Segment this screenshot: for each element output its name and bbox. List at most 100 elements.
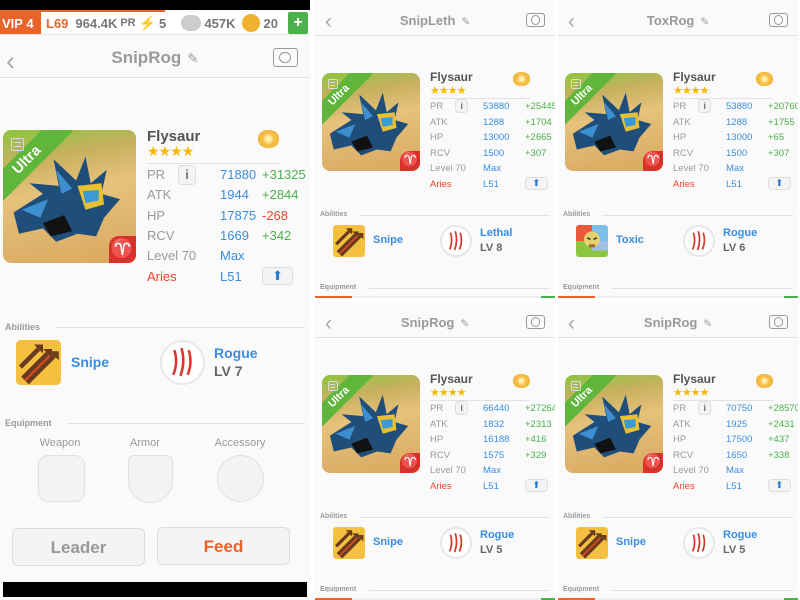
top-black-bar	[0, 0, 310, 10]
claw-marks-icon[interactable]	[160, 340, 205, 385]
ability-name[interactable]: Rogue	[480, 529, 515, 542]
back-button[interactable]: ‹	[568, 312, 575, 336]
sign-label: Aries	[673, 178, 695, 190]
level-label: Level 70	[430, 465, 466, 476]
weapon-slot[interactable]	[38, 455, 85, 502]
equipment-label: Equipment	[563, 284, 600, 291]
equipment-divider	[612, 590, 793, 592]
monster-panel: ‹ ToxRog ✎ Ultra ♈ Flysaur ★★★★ PR 53880 +20760 AT…	[558, 0, 798, 298]
ability-level: LV 5	[480, 543, 503, 556]
edit-name-icon[interactable]: ✎	[187, 50, 199, 66]
ability-name[interactable]: Toxic	[616, 234, 644, 247]
snipe-arrows-icon[interactable]	[333, 527, 365, 559]
stat-delta: -268	[262, 207, 289, 223]
claw-marks-icon[interactable]	[440, 225, 472, 257]
ability-name[interactable]: Rogue	[214, 345, 258, 361]
upgrade-sign-button[interactable]: ⬆	[525, 176, 548, 190]
snipe-arrows-icon[interactable]	[16, 340, 61, 385]
info-button[interactable]: i	[698, 401, 712, 416]
vip-badge[interactable]: VIP 4	[0, 12, 41, 34]
back-button[interactable]: ‹	[325, 10, 332, 34]
tab-indicator-orange	[315, 296, 352, 298]
level-value: Max	[220, 248, 245, 264]
stat-value: 66440	[483, 403, 510, 414]
upgrade-sign-button[interactable]: ⬆	[262, 266, 294, 285]
equipment-slot-label: Armor	[130, 437, 160, 449]
camera-icon[interactable]	[525, 12, 545, 28]
info-button[interactable]: i	[178, 165, 197, 185]
dragon-art	[322, 73, 420, 171]
stat-delta: +437	[768, 434, 790, 445]
monster-portrait[interactable]: Ultra ♈	[322, 375, 420, 473]
stat-delta: +307	[525, 147, 547, 159]
add-gems-button[interactable]: +	[288, 12, 308, 34]
stat-label: HP	[673, 132, 687, 143]
sign-label: Aries	[673, 480, 695, 492]
ability-name[interactable]: Snipe	[373, 536, 403, 549]
claw-marks-icon[interactable]	[683, 527, 715, 559]
dragon-art	[565, 73, 663, 171]
ability-name[interactable]: Snipe	[616, 536, 646, 549]
stat-value: 1925	[726, 418, 748, 430]
monster-portrait[interactable]: Ultra ♈	[3, 130, 136, 263]
accessory-slot[interactable]	[217, 455, 264, 502]
stat-value: 1500	[483, 147, 505, 159]
stat-delta: +338	[768, 449, 790, 461]
ability-name[interactable]: Snipe	[71, 354, 110, 371]
upgrade-sign-button[interactable]: ⬆	[525, 478, 548, 492]
camera-icon[interactable]	[768, 314, 788, 330]
stat-value: 71880	[220, 167, 257, 182]
calendar-icon	[327, 78, 338, 89]
feed-button[interactable]: Feed	[157, 527, 290, 565]
ability-name[interactable]: Snipe	[373, 234, 403, 247]
upgrade-sign-button[interactable]: ⬆	[768, 478, 791, 492]
snipe-arrows-icon[interactable]	[576, 527, 608, 559]
edit-name-icon[interactable]: ✎	[703, 318, 713, 330]
leader-button[interactable]: Leader	[12, 528, 145, 566]
stat-delta: +1755	[768, 116, 795, 128]
back-button[interactable]: ‹	[325, 312, 332, 336]
sign-label: Aries	[430, 178, 452, 190]
snipe-arrows-icon[interactable]	[333, 225, 365, 257]
info-button[interactable]: i	[455, 99, 469, 114]
tab-indicator-orange	[558, 296, 595, 298]
monster-portrait[interactable]: Ultra ♈	[322, 73, 420, 171]
monster-portrait[interactable]: Ultra ♈	[565, 375, 663, 473]
abilities-divider	[54, 327, 305, 329]
back-button[interactable]: ‹	[568, 10, 575, 34]
claw-marks-icon[interactable]	[440, 527, 472, 559]
page-title: SnipRog	[111, 47, 182, 67]
edit-name-icon[interactable]: ✎	[460, 318, 470, 330]
ability-name[interactable]: Lethal	[480, 227, 513, 240]
aries-sign-icon: ♈	[643, 151, 663, 171]
stat-value: 1832	[483, 418, 505, 430]
stat-value: 1944	[220, 187, 249, 203]
camera-icon[interactable]	[272, 48, 298, 67]
claw-marks-icon[interactable]	[683, 225, 715, 257]
armor-slot[interactable]	[128, 455, 173, 503]
stat-label: ATK	[430, 116, 448, 128]
back-button[interactable]: ‹	[6, 45, 16, 77]
ability-name[interactable]: Rogue	[723, 529, 758, 542]
toxic-skull-icon[interactable]	[576, 225, 608, 257]
stat-delta: +65	[768, 132, 785, 143]
monster-panel: ‹ SnipLeth ✎ Ultra ♈ Flysaur ★★★★ PR 53880 +25445…	[315, 0, 555, 298]
abilities-divider	[358, 215, 550, 217]
edit-name-icon[interactable]: ✎	[461, 16, 471, 28]
page-title: SnipLeth	[399, 12, 456, 28]
ability-name[interactable]: Rogue	[723, 227, 758, 240]
monster-name: Flysaur	[430, 372, 473, 386]
stat-value: 13000	[726, 132, 753, 143]
info-button[interactable]: i	[698, 99, 712, 114]
monster-name: Flysaur	[673, 70, 716, 84]
info-button[interactable]: i	[455, 401, 469, 416]
camera-icon[interactable]	[525, 314, 545, 330]
camera-icon[interactable]	[768, 12, 788, 28]
stat-delta: +31325	[262, 167, 306, 182]
stat-delta: +1704	[525, 116, 552, 128]
upgrade-sign-button[interactable]: ⬆	[768, 176, 791, 190]
edit-name-icon[interactable]: ✎	[700, 16, 710, 28]
monster-portrait[interactable]: Ultra ♈	[565, 73, 663, 171]
tab-indicator-green	[541, 296, 555, 298]
stat-label: RCV	[673, 147, 694, 159]
